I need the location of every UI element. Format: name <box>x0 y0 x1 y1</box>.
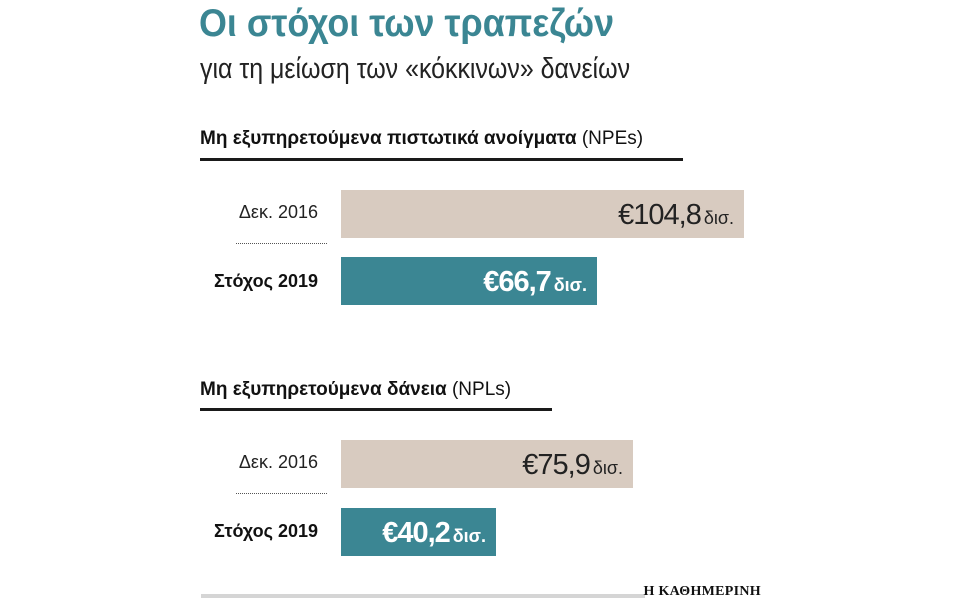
section-title-npes: Μη εξυπηρετούμενα πιστωτικά ανοίγματα (N… <box>200 128 643 150</box>
bar-npe-target-2019: €66,7 δισ. <box>341 257 597 305</box>
row-divider <box>236 243 327 244</box>
bar-npl-target-2019: €40,2 δισ. <box>341 508 496 556</box>
section-title-text: Μη εξυπηρετούμενα δάνεια <box>200 379 447 400</box>
bar-value-label: €104,8 δισ. <box>618 199 734 231</box>
bar-value-label: €75,9 δισ. <box>522 449 623 481</box>
bar-npl-dec-2016: €75,9 δισ. <box>341 440 633 488</box>
chart-subtitle: για τη μείωση των «κόκκινων» δανείων <box>200 53 631 85</box>
category-label: Δεκ. 2016 <box>238 202 318 222</box>
category-label: Στόχος 2019 <box>214 271 318 291</box>
bar-value-label: €40,2 δισ. <box>382 517 486 549</box>
source-credit: Η ΚΑΘΗΜΕΡΙΝΗ <box>643 584 761 599</box>
section-title-text: Μη εξυπηρετούμενα πιστωτικά ανοίγματα <box>200 128 577 149</box>
chart-title: Οι στόχοι των τραπεζών <box>199 2 615 45</box>
category-label: Στόχος 2019 <box>214 521 318 541</box>
bar-npe-dec-2016: €104,8 δισ. <box>341 190 744 238</box>
footer-rule <box>201 594 645 598</box>
section-title-unit: (NPEs) <box>581 128 644 149</box>
section-title-unit: (NPLs) <box>451 379 512 400</box>
section-rule <box>200 158 683 161</box>
category-label: Δεκ. 2016 <box>238 452 318 472</box>
section-title-npls: Μη εξυπηρετούμενα δάνεια (NPLs) <box>200 379 511 401</box>
bar-value-label: €66,7 δισ. <box>483 266 587 298</box>
row-divider <box>236 493 327 494</box>
section-rule <box>200 408 552 411</box>
